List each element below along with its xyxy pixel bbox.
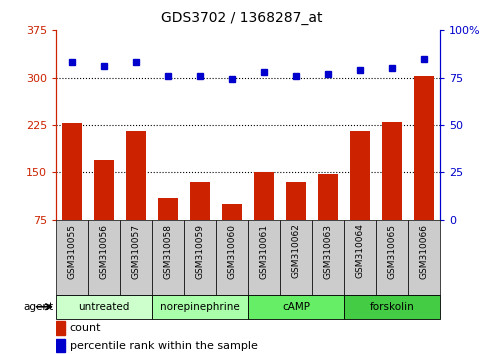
Text: GSM310061: GSM310061 [259,224,269,279]
Bar [88,220,120,295]
Bar [120,220,152,295]
Bar [376,220,408,295]
Text: cAMP: cAMP [282,302,310,312]
Bar [56,220,88,295]
Text: GSM310058: GSM310058 [164,224,172,279]
Bar [248,295,344,319]
Bar [95,160,114,267]
Bar [152,220,184,295]
Text: GSM310066: GSM310066 [420,224,428,279]
Text: untreated: untreated [78,302,130,312]
Text: GSM310064: GSM310064 [355,224,365,279]
Bar [383,122,402,267]
Bar [318,174,338,267]
Text: GSM310059: GSM310059 [196,224,204,279]
Bar [286,182,306,267]
Text: norepinephrine: norepinephrine [160,302,240,312]
Bar [158,198,178,267]
Text: GSM310055: GSM310055 [68,224,76,279]
Bar [127,131,146,267]
Bar [344,220,376,295]
Text: GSM310057: GSM310057 [131,224,141,279]
Text: GSM310063: GSM310063 [324,224,332,279]
Bar [223,204,242,267]
Bar [190,182,210,267]
Bar [56,339,65,352]
Bar [216,220,248,295]
Text: percentile rank within the sample: percentile rank within the sample [70,341,258,350]
Bar [255,172,274,267]
Bar [280,220,312,295]
Bar [56,295,152,319]
Bar [408,220,440,295]
Text: forskolin: forskolin [369,302,414,312]
Bar [62,123,82,267]
Bar [344,295,440,319]
Text: GSM310062: GSM310062 [292,224,300,279]
Bar [248,220,280,295]
Bar [312,220,344,295]
Bar [351,131,369,267]
Text: GSM310065: GSM310065 [387,224,397,279]
Text: GSM310056: GSM310056 [99,224,109,279]
Text: GSM310060: GSM310060 [227,224,237,279]
Text: GDS3702 / 1368287_at: GDS3702 / 1368287_at [161,11,322,25]
Text: count: count [70,323,101,333]
Bar [184,220,216,295]
Bar [414,76,434,267]
Bar [56,321,65,335]
Bar [152,295,248,319]
Text: agent: agent [24,302,54,312]
